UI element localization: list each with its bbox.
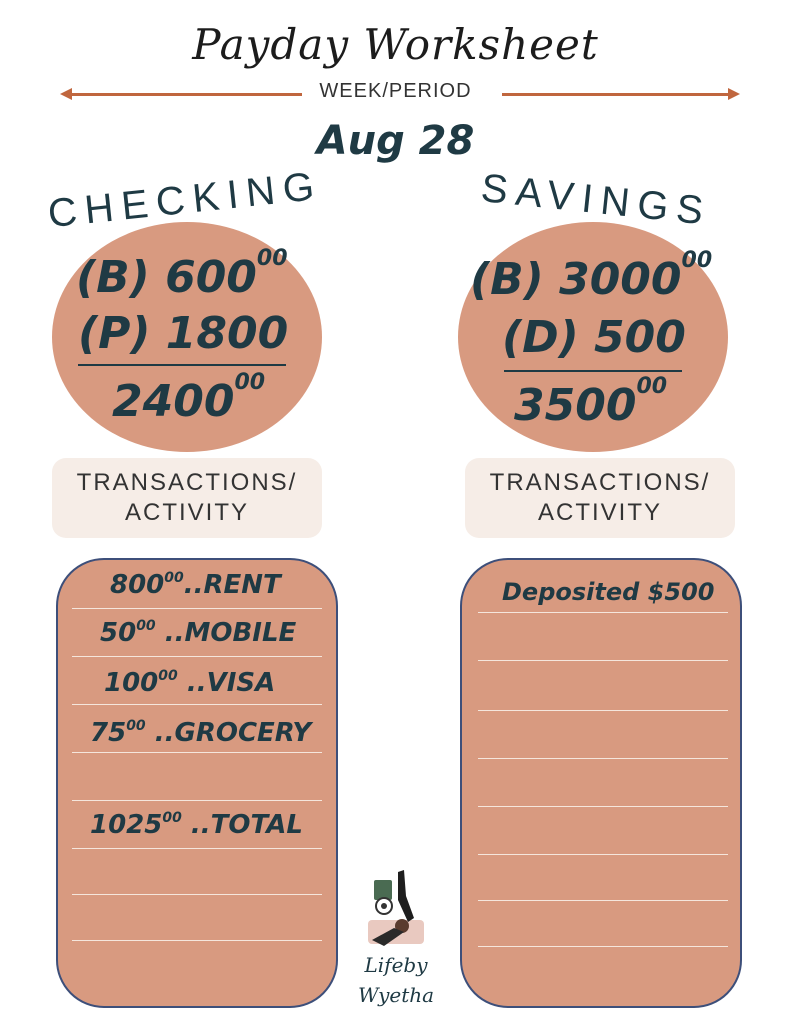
- savings-entry-deposit: Deposited $500: [502, 578, 715, 606]
- savings-transactions-panel: [460, 558, 742, 1008]
- savings-beginning-cents: 00: [681, 248, 713, 273]
- savings-line-8: [478, 946, 728, 947]
- page-title: Payday Worksheet: [192, 20, 599, 69]
- checking-entry-grocery: 7500 ..GROCERY: [90, 718, 311, 748]
- savings-total-cents: 00: [636, 374, 668, 399]
- entry-cents: 00: [164, 570, 184, 586]
- savings-transactions-header: TRANSACTIONS/ ACTIVITY: [465, 458, 735, 538]
- checking-transactions-label-2: ACTIVITY: [124, 499, 249, 526]
- entry-amount: 50: [100, 618, 137, 648]
- checking-line-6: [72, 848, 322, 849]
- savings-total-value: 3500: [514, 380, 637, 431]
- checking-total-value: 2400: [112, 376, 235, 427]
- checking-line-2: [72, 656, 322, 657]
- period-arrow-left-line: [70, 93, 302, 96]
- checking-beginning-balance: (B) 60000: [76, 246, 288, 303]
- savings-beginning-label: (B) 3000: [470, 254, 682, 305]
- savings-line-3: [478, 710, 728, 711]
- checking-transactions-header: TRANSACTIONS/ ACTIVITY: [52, 458, 322, 538]
- checking-line-7: [72, 894, 322, 895]
- savings-deposit: (D) 500: [502, 312, 686, 363]
- checking-entry-total: 102500 ..TOTAL: [90, 810, 303, 840]
- checking-total: 240000: [112, 370, 265, 427]
- entry-amount: 75: [90, 718, 127, 748]
- arrow-left-icon: [60, 88, 72, 100]
- savings-transactions-label-2: ACTIVITY: [537, 499, 662, 526]
- checking-line-5: [72, 800, 322, 801]
- arrow-right-icon: [728, 88, 740, 100]
- checking-transactions-panel: [56, 558, 338, 1008]
- entry-label: ..VISA: [186, 668, 276, 698]
- checking-sum-rule: [78, 364, 286, 366]
- entry-label: ..MOBILE: [164, 618, 297, 648]
- logo-illustration-icon: [364, 866, 428, 950]
- checking-balance-circle: [52, 222, 322, 452]
- savings-line-5: [478, 806, 728, 807]
- entry-cents: 00: [136, 618, 156, 634]
- checking-line-8: [72, 940, 322, 941]
- checking-total-cents: 00: [234, 370, 266, 395]
- savings-beginning-balance: (B) 300000: [470, 248, 712, 305]
- checking-pay: (P) 1800: [78, 308, 289, 359]
- savings-line-2: [478, 660, 728, 661]
- entry-label: ..TOTAL: [190, 810, 303, 840]
- savings-line-4: [478, 758, 728, 759]
- entry-cents: 00: [158, 668, 178, 684]
- entry-label: ..GROCERY: [154, 718, 312, 748]
- checking-entry-visa: 10000 ..VISA: [104, 668, 275, 698]
- logo-text: Lifeby Wyetha: [336, 950, 456, 1010]
- savings-total: 350000: [514, 374, 667, 431]
- entry-label: ..RENT: [183, 570, 281, 600]
- entry-cents: 00: [162, 810, 182, 826]
- savings-balance-circle: [458, 222, 728, 452]
- entry-cents: 00: [126, 718, 146, 734]
- savings-line-6: [478, 854, 728, 855]
- checking-line-3: [72, 704, 322, 705]
- savings-line-7: [478, 900, 728, 901]
- savings-transactions-label-1: TRANSACTIONS/: [489, 469, 711, 496]
- savings-line-1: [478, 612, 728, 613]
- logo-line-1: Lifeby: [364, 953, 428, 977]
- checking-entry-rent: 80000..RENT: [110, 570, 281, 600]
- entry-amount: 100: [104, 668, 159, 698]
- entry-amount: 800: [110, 570, 165, 600]
- period-label: WEEK/PERIOD: [319, 80, 472, 102]
- checking-line-4: [72, 752, 322, 753]
- period-arrow-right-line: [502, 93, 730, 96]
- logo-line-2: Wyetha: [357, 983, 435, 1007]
- checking-beginning-label: (B) 600: [76, 252, 257, 303]
- checking-transactions-label-1: TRANSACTIONS/: [76, 469, 298, 496]
- checking-entry-mobile: 5000 ..MOBILE: [100, 618, 296, 648]
- checking-line-1: [72, 608, 322, 609]
- entry-amount: 1025: [90, 810, 163, 840]
- savings-sum-rule: [504, 370, 682, 372]
- checking-beginning-cents: 00: [256, 246, 288, 271]
- period-date: Aug 28: [316, 118, 475, 164]
